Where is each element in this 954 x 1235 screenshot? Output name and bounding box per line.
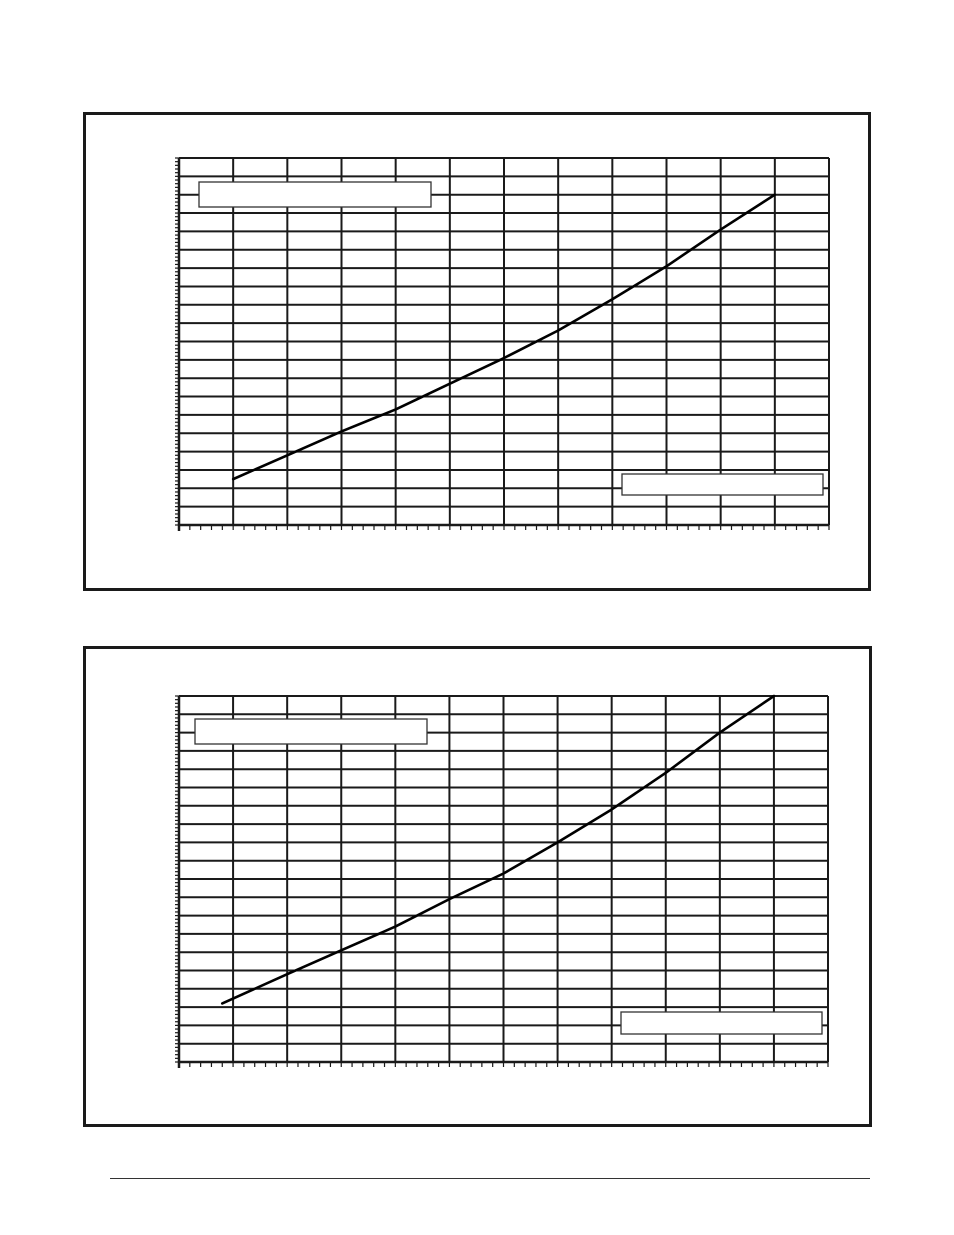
legend-box-lower bbox=[620, 1011, 823, 1035]
plot-area bbox=[175, 695, 829, 1068]
chart-panel-bottom bbox=[83, 646, 872, 1127]
series-line-0 bbox=[231, 193, 777, 481]
legend-box-lower bbox=[621, 473, 824, 496]
chart-bottom bbox=[175, 694, 829, 1068]
chart-top bbox=[175, 157, 830, 531]
chart-panel-top bbox=[83, 112, 871, 591]
footer-rule bbox=[110, 1178, 870, 1179]
plot-area bbox=[175, 157, 830, 531]
legend-box-upper bbox=[194, 718, 428, 745]
series-line-0 bbox=[220, 694, 776, 1005]
legend-box-upper bbox=[198, 181, 432, 208]
